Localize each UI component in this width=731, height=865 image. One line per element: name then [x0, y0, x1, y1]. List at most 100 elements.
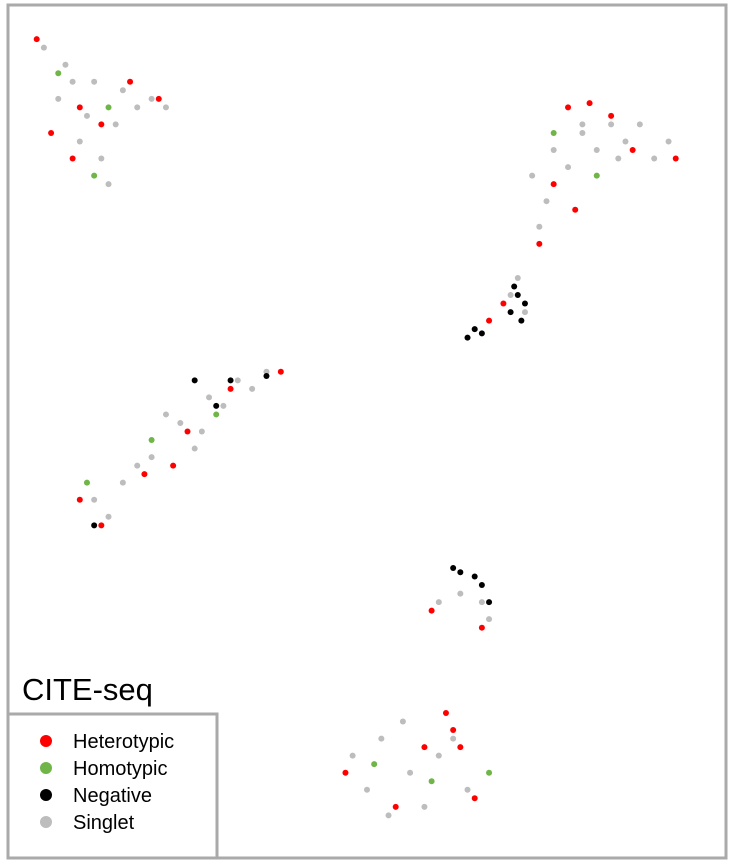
point — [220, 402, 227, 409]
point — [62, 61, 69, 68]
point — [399, 718, 406, 725]
point — [407, 769, 414, 776]
point — [148, 454, 155, 461]
point — [105, 181, 112, 188]
point — [651, 155, 658, 162]
point — [213, 411, 220, 418]
point — [112, 121, 119, 128]
point — [511, 283, 518, 290]
point — [471, 326, 478, 333]
point — [69, 78, 76, 85]
point — [572, 206, 579, 213]
point — [486, 769, 493, 776]
point — [442, 709, 449, 716]
legend-swatch — [40, 816, 52, 828]
point — [134, 462, 141, 469]
points — [33, 36, 679, 819]
point — [91, 172, 98, 179]
point — [471, 795, 478, 802]
point — [464, 334, 471, 341]
point — [478, 582, 485, 589]
point — [672, 155, 679, 162]
point — [148, 95, 155, 102]
point — [550, 147, 557, 154]
point — [565, 164, 572, 171]
point — [141, 471, 148, 478]
point — [227, 385, 234, 392]
point — [342, 769, 349, 776]
point — [521, 309, 528, 316]
point — [105, 513, 112, 520]
point — [162, 411, 169, 418]
point — [98, 121, 105, 128]
point — [450, 564, 457, 571]
point — [435, 599, 442, 606]
point — [500, 300, 507, 307]
point — [155, 95, 162, 102]
point — [263, 368, 270, 375]
point — [486, 599, 493, 606]
point — [40, 44, 47, 51]
point — [565, 104, 572, 111]
point — [349, 752, 356, 759]
point — [529, 172, 536, 179]
legend-swatch — [40, 762, 52, 774]
point — [119, 87, 126, 94]
point — [105, 104, 112, 111]
point — [249, 385, 256, 392]
point — [450, 727, 457, 734]
point — [55, 70, 62, 77]
point — [148, 437, 155, 444]
point — [514, 274, 521, 281]
point — [33, 36, 40, 43]
point — [615, 155, 622, 162]
point — [622, 138, 629, 145]
point — [514, 292, 521, 299]
point — [198, 428, 205, 435]
point — [457, 590, 464, 597]
point — [550, 181, 557, 188]
point — [91, 78, 98, 85]
point — [665, 138, 672, 145]
point — [486, 317, 493, 324]
legend-label: Homotypic — [73, 758, 167, 780]
point — [119, 479, 126, 486]
legend-swatch — [40, 789, 52, 801]
point — [83, 479, 90, 486]
point — [478, 624, 485, 631]
point — [69, 155, 76, 162]
point — [213, 402, 220, 409]
legend-label: Singlet — [73, 812, 135, 834]
chart-title: CITE-seq — [22, 672, 153, 707]
point — [277, 368, 284, 375]
point — [629, 147, 636, 154]
point — [608, 112, 615, 119]
point — [76, 496, 83, 503]
point — [593, 147, 600, 154]
point — [478, 599, 485, 606]
point — [191, 445, 198, 452]
point — [378, 735, 385, 742]
point — [98, 522, 105, 529]
point — [586, 100, 593, 107]
point — [98, 155, 105, 162]
point — [536, 223, 543, 230]
point — [48, 129, 55, 136]
point — [579, 129, 586, 136]
point — [385, 812, 392, 819]
point — [464, 786, 471, 793]
point — [421, 744, 428, 751]
legend-swatch — [40, 735, 52, 747]
point — [550, 129, 557, 136]
point — [608, 121, 615, 128]
point — [263, 373, 270, 380]
point — [392, 803, 399, 810]
point — [184, 428, 191, 435]
point — [543, 198, 550, 205]
point — [486, 616, 493, 623]
point — [457, 569, 464, 576]
point — [421, 803, 428, 810]
point — [162, 104, 169, 111]
point — [593, 172, 600, 179]
